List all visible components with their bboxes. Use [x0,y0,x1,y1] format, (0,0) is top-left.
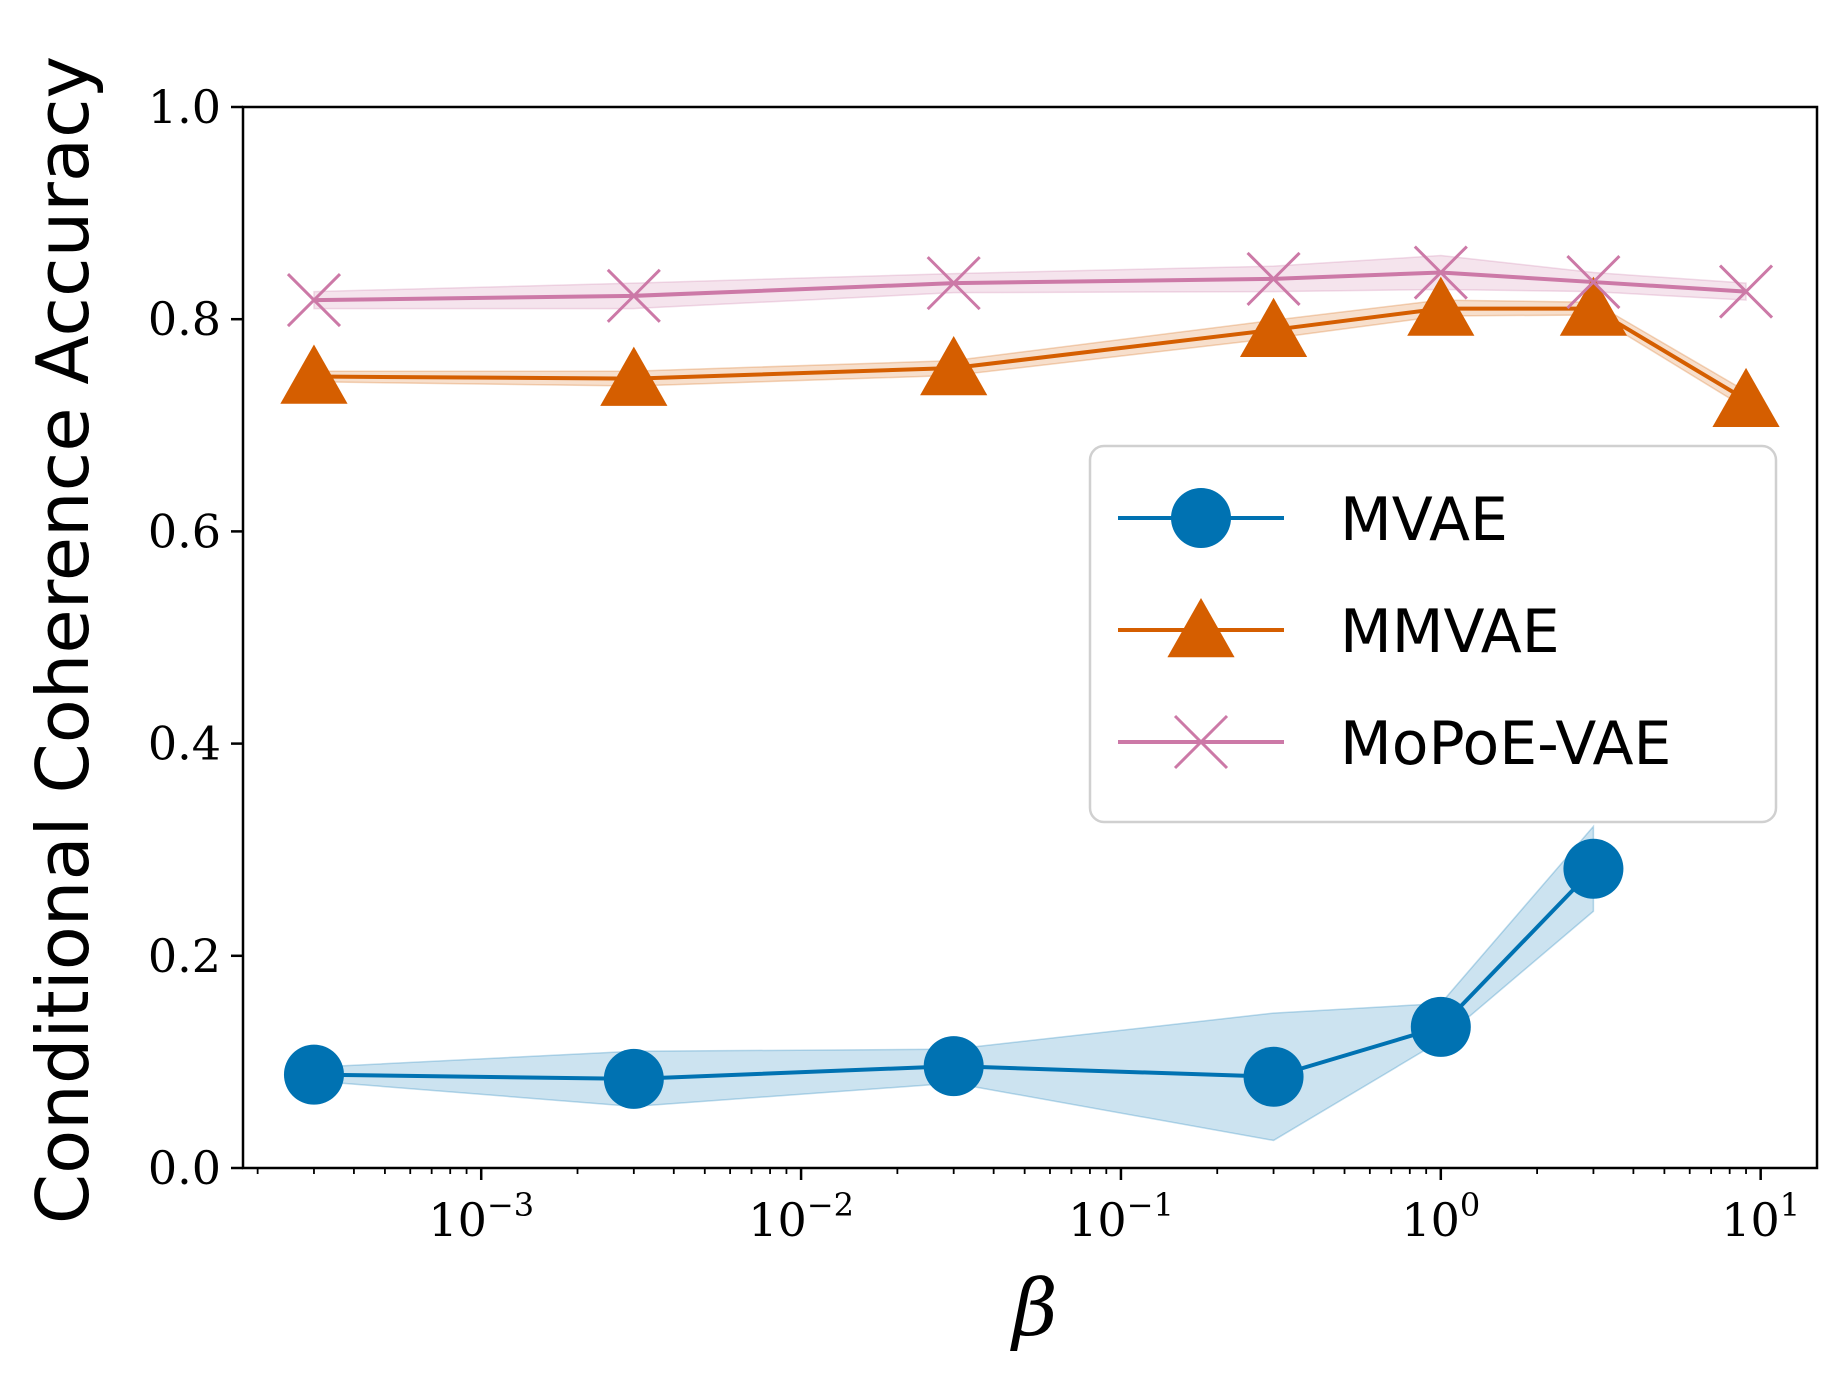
marker-stroke [1173,714,1229,770]
y-tick-label: 1.0 [148,80,221,134]
x-tick-base: 10 [1721,1193,1780,1247]
x-tick-exponent: −3 [487,1186,534,1224]
marker-stroke [1413,245,1468,300]
mmvae-point [1407,276,1475,336]
legend-item-mmvae: MMVAE [1118,597,1560,667]
x-tick-base: 10 [748,1193,807,1247]
mopoe-vae-point [286,273,342,328]
legend-marker-mvae [1171,488,1231,548]
marker-stroke [1566,255,1621,310]
mmvae-point [600,346,668,406]
x-tick-label: 100 [1401,1186,1480,1247]
x-tick-exponent: −1 [1127,1186,1174,1224]
x-tick-base: 10 [1068,1193,1127,1247]
mopoe-vae-point [926,256,981,311]
x-tick-exponent: 0 [1460,1186,1480,1224]
x-tick-base: 10 [428,1193,487,1247]
y-tick-label: 0.8 [148,292,221,346]
y-tick-label: 0.2 [148,929,221,983]
mmvae-point [1239,297,1308,358]
mvae-point [923,1036,984,1097]
mopoe-vae-point [606,268,661,323]
y-tick-label: 0.6 [148,504,221,558]
x-tick-exponent: 1 [1780,1186,1800,1224]
marker-stroke [286,273,342,328]
x-tick-label: 10−2 [748,1186,854,1247]
y-tick-label: 0.4 [148,717,221,771]
series-markers [280,245,1780,1109]
mopoe-vae-point [1246,251,1301,306]
mvae-line [313,867,1595,1081]
mmvae-point [280,344,348,404]
mmvae-point [1559,276,1628,336]
mvae-point [1243,1046,1304,1107]
x-tick-base: 10 [1401,1193,1460,1247]
plot-area-frame [241,105,1819,1170]
legend-marker-mopoe-vae [1173,714,1229,770]
mmvae-point [1712,367,1780,428]
legend-box [1088,444,1778,824]
marker-stroke [1718,264,1774,319]
mopoe-vae-point [1413,245,1468,300]
x-tick-label: 10−3 [428,1186,534,1247]
legend-label-mopoe-vae: MoPoE-VAE [1340,709,1671,779]
mopoe-vae-point [1566,255,1621,310]
x-axis: 10−3 10−2 10−1 100 101 [256,1168,1800,1247]
marker-stroke [926,256,981,311]
y-axis-title: Conditional Coherence Accuracy [21,56,105,1224]
legend-label-mmvae: MMVAE [1340,597,1560,667]
marker-stroke [1246,251,1301,306]
mvae-point [1410,996,1471,1057]
mvae-point [603,1048,664,1109]
x-tick-label: 101 [1721,1186,1800,1247]
legend-label-mvae: MVAE [1340,485,1508,555]
mvae-point [1563,838,1624,899]
x-tick-exponent: −2 [807,1186,854,1224]
mmvae-point [920,336,988,396]
x-axis-title: β [1009,1264,1057,1354]
mopoe-vae-point [1718,264,1774,319]
marker-stroke [606,268,661,323]
legend: MVAE MMVAE MoPoE-VAE [1088,444,1778,824]
y-tick-label: 0.0 [148,1141,221,1195]
legend-marker-mmvae [1167,598,1235,658]
legend-item-mvae: MVAE [1118,485,1508,555]
mvae-point [283,1044,344,1105]
x-tick-label: 10−1 [1068,1186,1174,1247]
mmvae-band [313,299,1747,410]
legend-item-mopoe-vae: MoPoE-VAE [1118,709,1671,779]
y-axis: 0.0 0.2 0.4 0.6 0.8 1.0 [148,80,243,1195]
